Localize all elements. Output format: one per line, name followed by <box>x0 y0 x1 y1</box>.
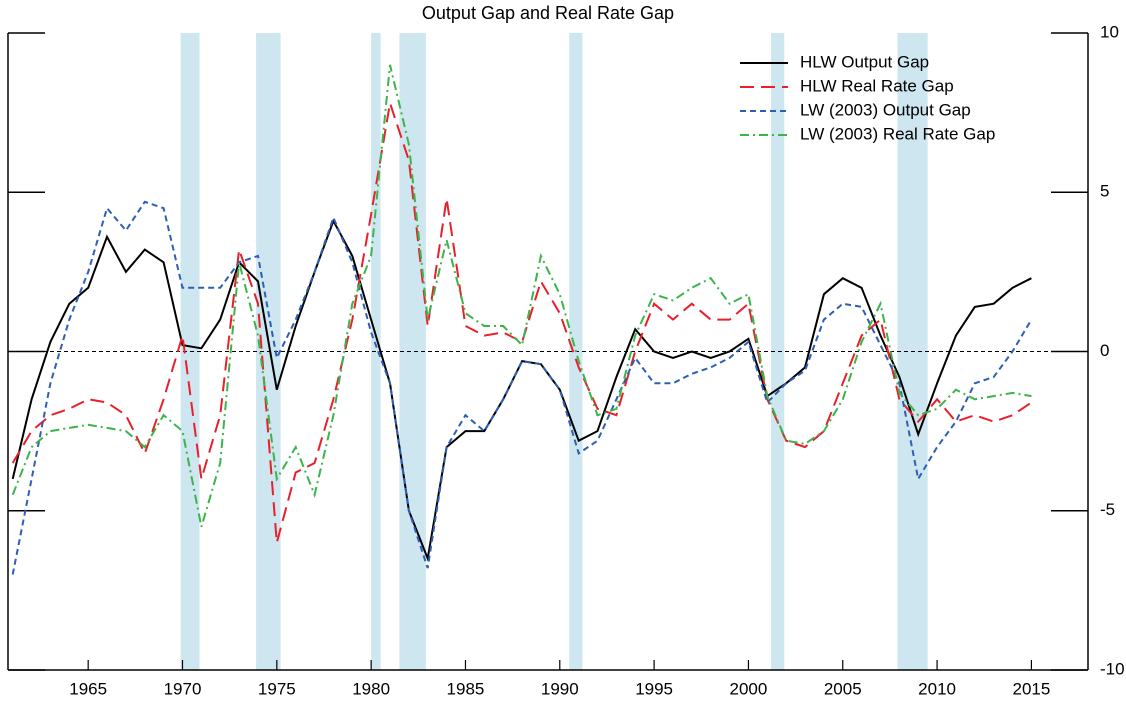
series-line <box>11 102 1032 543</box>
legend-label: LW (2003) Output Gap <box>800 100 971 119</box>
x-tick-label: 1965 <box>69 679 107 698</box>
y-tick-label: 5 <box>1100 182 1109 201</box>
x-tick-label: 2005 <box>824 679 862 698</box>
x-tick-label: 2010 <box>918 679 956 698</box>
legend-label: LW (2003) Real Rate Gap <box>800 124 995 143</box>
legend-label: HLW Output Gap <box>800 52 929 71</box>
series-line <box>11 218 1032 563</box>
chart-title: Output Gap and Real Rate Gap <box>422 3 674 23</box>
x-tick-label: 1980 <box>352 679 390 698</box>
x-tick-label: 2015 <box>1012 679 1050 698</box>
recession-band <box>771 33 785 670</box>
y-tick-label: -5 <box>1100 500 1115 519</box>
y-tick-label: 0 <box>1100 341 1109 360</box>
y-tick-label: -10 <box>1100 659 1125 678</box>
series-line <box>11 64 1032 527</box>
x-tick-label: 2000 <box>730 679 768 698</box>
x-tick-label: 1970 <box>164 679 202 698</box>
legend-label: HLW Real Rate Gap <box>800 76 954 95</box>
x-tick-label: 1975 <box>258 679 296 698</box>
x-tick-label: 1985 <box>447 679 485 698</box>
series-line <box>11 200 1033 575</box>
x-tick-label: 1990 <box>541 679 579 698</box>
y-tick-label: 10 <box>1100 22 1119 41</box>
x-tick-label: 1995 <box>635 679 673 698</box>
